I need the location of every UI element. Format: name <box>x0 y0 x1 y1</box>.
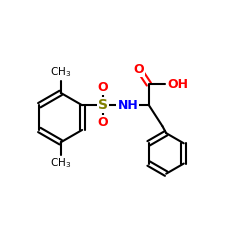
Text: CH$_3$: CH$_3$ <box>50 66 71 79</box>
Text: O: O <box>98 116 108 129</box>
Text: O: O <box>134 63 144 76</box>
Text: CH$_3$: CH$_3$ <box>50 156 71 170</box>
Text: S: S <box>98 98 108 112</box>
Text: O: O <box>98 82 108 94</box>
Text: NH: NH <box>118 99 138 112</box>
Text: OH: OH <box>168 78 188 91</box>
